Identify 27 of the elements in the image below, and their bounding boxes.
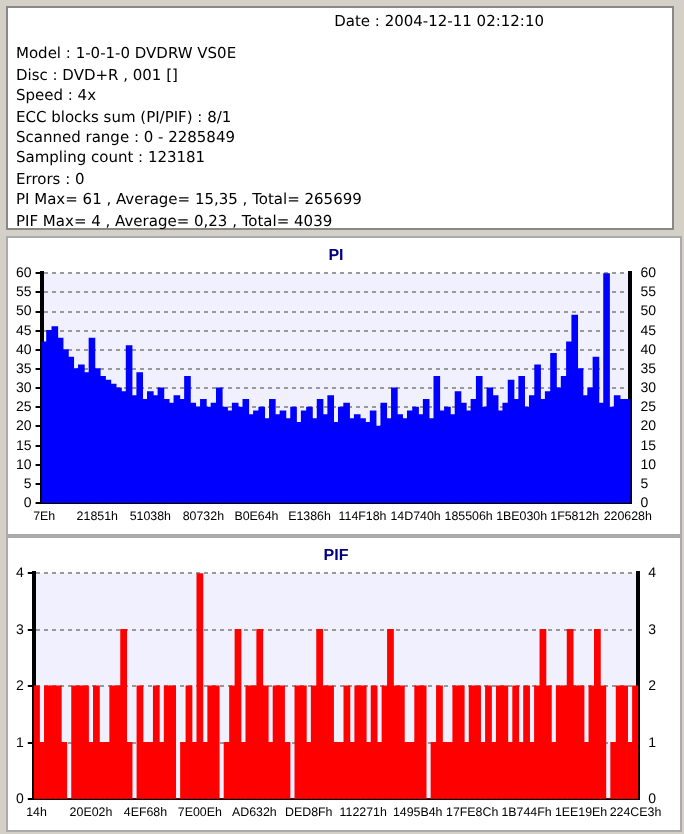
- bar: [436, 685, 443, 799]
- bar: [632, 685, 639, 799]
- bar: [380, 402, 388, 503]
- bar: [603, 273, 610, 503]
- bar: [33, 685, 40, 799]
- bar: [196, 573, 204, 799]
- bar: [387, 629, 394, 799]
- bar: [82, 685, 89, 799]
- bar: [474, 685, 481, 799]
- bar: [485, 685, 492, 799]
- bar: [327, 685, 334, 799]
- chart-title: PI: [328, 246, 344, 265]
- bar: [501, 685, 509, 799]
- chart-title: PIF: [323, 546, 349, 565]
- bar: [624, 399, 631, 503]
- bar: [212, 685, 220, 799]
- bar: [621, 685, 628, 799]
- bar: [316, 629, 324, 799]
- bar: [419, 685, 427, 799]
- bar: [523, 685, 530, 799]
- bar: [256, 629, 264, 799]
- bar: [120, 629, 128, 799]
- bar: [169, 685, 177, 799]
- bar: [512, 685, 520, 799]
- bar: [278, 685, 285, 799]
- bar: [433, 376, 441, 503]
- bar: [571, 314, 579, 503]
